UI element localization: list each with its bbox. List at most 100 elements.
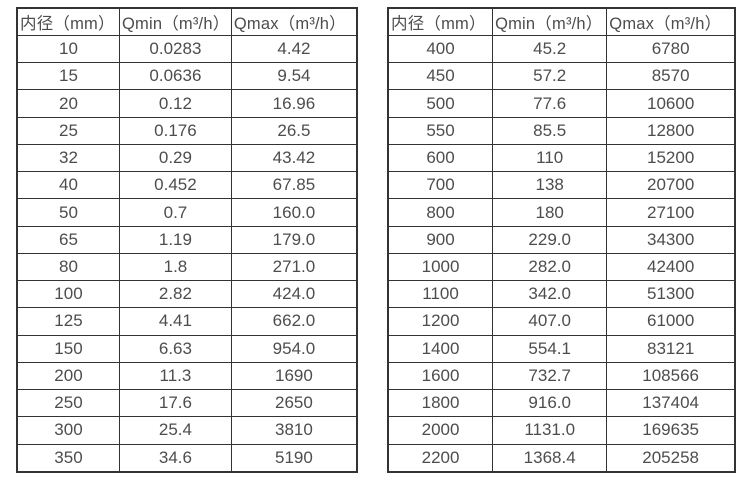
table-row: 50 0.7 160.0 xyxy=(16,198,358,227)
table-cell: 1368.4 xyxy=(492,443,608,473)
table-cell: 20700 xyxy=(606,171,736,200)
table-cell: 180 xyxy=(492,198,608,227)
table-row: 600 110 15200 xyxy=(387,143,736,173)
table-row: 25 0.176 26.5 xyxy=(16,116,358,145)
table-cell: 43.42 xyxy=(230,143,358,173)
table-row: 800 180 27100 xyxy=(387,198,736,227)
table-row: 250 17.6 2650 xyxy=(16,389,358,418)
table-cell: 8570 xyxy=(606,62,736,91)
table-cell: 137404 xyxy=(606,389,736,418)
table-row: 32 0.29 43.42 xyxy=(16,143,358,173)
table-cell: 27100 xyxy=(606,198,736,227)
table-cell: 0.0283 xyxy=(118,34,232,64)
table-cell: 450 xyxy=(387,62,494,91)
table-cell: 1200 xyxy=(387,307,494,336)
table-cell: 0.12 xyxy=(118,89,232,118)
table-cell: 550 xyxy=(387,116,494,145)
column-header: Qmax（m³/h） xyxy=(606,7,736,36)
table-cell: 1131.0 xyxy=(492,416,608,445)
table-cell: 110 xyxy=(492,143,608,173)
table-cell: 0.7 xyxy=(118,198,232,227)
table-cell: 10600 xyxy=(606,89,736,118)
table-cell: 15 xyxy=(16,62,120,91)
column-header: Qmin（m³/h） xyxy=(492,7,608,36)
table-cell: 282.0 xyxy=(492,252,608,282)
table-row: 300 25.4 3810 xyxy=(16,416,358,445)
table-cell: 16.96 xyxy=(230,89,358,118)
table-cell: 67.85 xyxy=(230,171,358,200)
table-cell: 400 xyxy=(387,34,494,64)
table-cell: 15200 xyxy=(606,143,736,173)
table-cell: 500 xyxy=(387,89,494,118)
table-cell: 6.63 xyxy=(118,334,232,363)
column-header: 内径（mm） xyxy=(16,7,120,36)
table-cell: 250 xyxy=(16,389,120,418)
table-row: 700 138 20700 xyxy=(387,171,736,200)
table-cell: 150 xyxy=(16,334,120,363)
table-row: 1400 554.1 83121 xyxy=(387,334,736,363)
header-row: 内径（mm） Qmin（m³/h） Qmax（m³/h） xyxy=(387,7,736,36)
table-cell: 32 xyxy=(16,143,120,173)
table-cell: 45.2 xyxy=(492,34,608,64)
table-cell: 80 xyxy=(16,252,120,282)
header-row: 内径（mm） Qmin（m³/h） Qmax（m³/h） xyxy=(16,7,358,36)
table-cell: 51300 xyxy=(606,280,736,309)
table-cell: 10 xyxy=(16,34,120,64)
table-row: 450 57.2 8570 xyxy=(387,62,736,91)
table-cell: 554.1 xyxy=(492,334,608,363)
flow-rate-table-large-diameters: 内径（mm） Qmin（m³/h） Qmax（m³/h） 400 45.2 6780 450… xyxy=(387,7,736,473)
table-row: 125 4.41 662.0 xyxy=(16,307,358,336)
table-cell: 169635 xyxy=(606,416,736,445)
table-cell: 407.0 xyxy=(492,307,608,336)
table-cell: 34.6 xyxy=(118,443,232,473)
table-row: 400 45.2 6780 xyxy=(387,34,736,64)
table-cell: 0.29 xyxy=(118,143,232,173)
table-cell: 25.4 xyxy=(118,416,232,445)
table-cell: 2200 xyxy=(387,443,494,473)
table-row: 150 6.63 954.0 xyxy=(16,334,358,363)
table-cell: 350 xyxy=(16,443,120,473)
table-cell: 77.6 xyxy=(492,89,608,118)
table-row: 80 1.8 271.0 xyxy=(16,252,358,282)
table-row: 65 1.19 179.0 xyxy=(16,225,358,254)
table-row: 1000 282.0 42400 xyxy=(387,252,736,282)
table-cell: 732.7 xyxy=(492,361,608,391)
table-cell: 424.0 xyxy=(230,280,358,309)
table-cell: 229.0 xyxy=(492,225,608,254)
table-cell: 2650 xyxy=(230,389,358,418)
table-cell: 600 xyxy=(387,143,494,173)
table-row: 350 34.6 5190 xyxy=(16,443,358,473)
table-cell: 2000 xyxy=(387,416,494,445)
flow-rate-table-small-diameters: 内径（mm） Qmin（m³/h） Qmax（m³/h） 10 0.0283 4.42 15… xyxy=(16,7,358,473)
table-cell: 9.54 xyxy=(230,62,358,91)
table-cell: 1400 xyxy=(387,334,494,363)
table-cell: 6780 xyxy=(606,34,736,64)
table-cell: 20 xyxy=(16,89,120,118)
table-cell: 12800 xyxy=(606,116,736,145)
table-cell: 1000 xyxy=(387,252,494,282)
table-cell: 0.452 xyxy=(118,171,232,200)
table-cell: 916.0 xyxy=(492,389,608,418)
table-cell: 4.42 xyxy=(230,34,358,64)
table-cell: 342.0 xyxy=(492,280,608,309)
table-cell: 1100 xyxy=(387,280,494,309)
table-cell: 700 xyxy=(387,171,494,200)
table-cell: 4.41 xyxy=(118,307,232,336)
table-cell: 125 xyxy=(16,307,120,336)
table-cell: 205258 xyxy=(606,443,736,473)
table-cell: 271.0 xyxy=(230,252,358,282)
table-row: 100 2.82 424.0 xyxy=(16,280,358,309)
table-row: 500 77.6 10600 xyxy=(387,89,736,118)
table-cell: 34300 xyxy=(606,225,736,254)
table-cell: 65 xyxy=(16,225,120,254)
table-cell: 11.3 xyxy=(118,361,232,391)
table-cell: 57.2 xyxy=(492,62,608,91)
table-cell: 3810 xyxy=(230,416,358,445)
table-row: 20 0.12 16.96 xyxy=(16,89,358,118)
table-cell: 1.8 xyxy=(118,252,232,282)
table-row: 1200 407.0 61000 xyxy=(387,307,736,336)
table-cell: 300 xyxy=(16,416,120,445)
table-cell: 138 xyxy=(492,171,608,200)
table-row: 200 11.3 1690 xyxy=(16,361,358,391)
table-cell: 1690 xyxy=(230,361,358,391)
